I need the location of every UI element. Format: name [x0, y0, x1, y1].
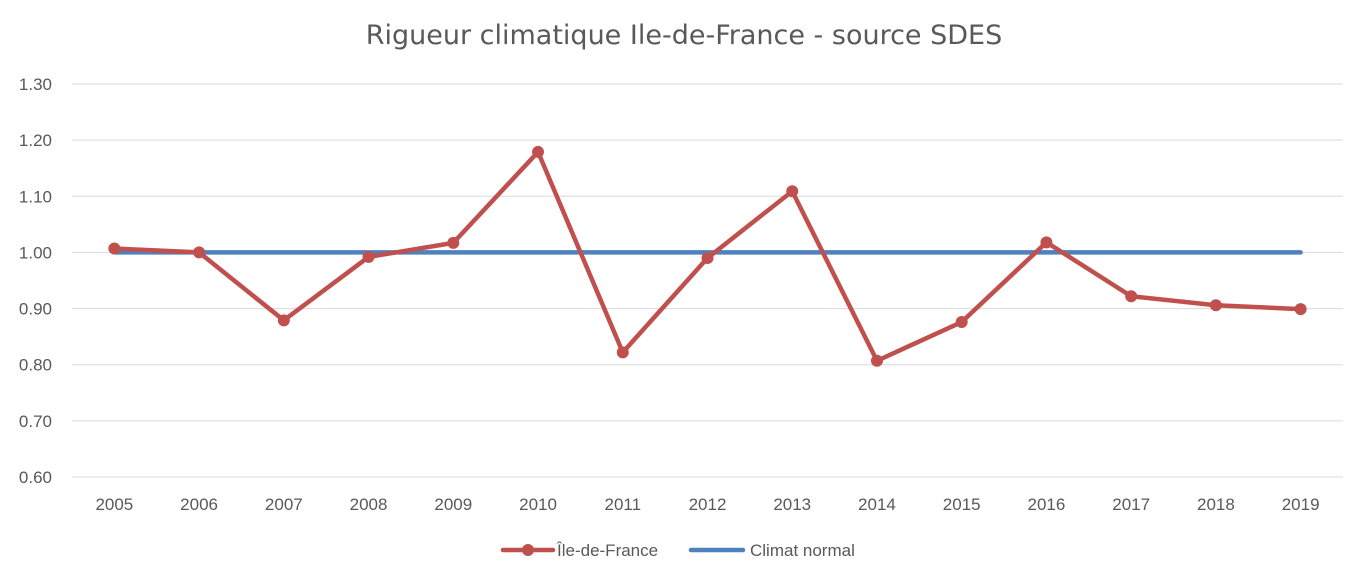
- x-tick-label: 2019: [1282, 495, 1320, 514]
- y-tick-label: 1.00: [19, 243, 52, 262]
- data-point: [1294, 303, 1307, 316]
- x-tick-label: 2011: [604, 495, 641, 514]
- series: [108, 145, 1307, 367]
- data-point: [532, 145, 545, 158]
- x-tick-label: 2008: [350, 495, 388, 514]
- data-point: [701, 252, 714, 265]
- x-tick-label: 2018: [1197, 495, 1235, 514]
- x-tick-label: 2009: [434, 495, 472, 514]
- legend: Île-de-France Climat normal: [500, 541, 855, 560]
- data-point: [616, 346, 629, 359]
- legend-label: Climat normal: [750, 541, 855, 560]
- gridlines: [72, 83, 1343, 478]
- x-tick-label: 2007: [265, 495, 303, 514]
- x-axis-ticks: 2005 2006 2007 2008 2009 2010 2011 2012 2013 2014…: [95, 495, 1319, 514]
- y-tick-label: 1.10: [19, 187, 52, 206]
- x-tick-label: 2015: [943, 495, 981, 514]
- y-tick-label: 0.90: [19, 300, 52, 319]
- y-tick-label: 0.60: [19, 468, 52, 487]
- x-tick-label: 2017: [1112, 495, 1150, 514]
- data-point: [870, 354, 883, 367]
- x-tick-label: 2005: [95, 495, 133, 514]
- data-point: [447, 236, 460, 249]
- legend-label: Île-de-France: [556, 541, 658, 560]
- y-axis-ticks: 0.60 0.70 0.80 0.90 1.00 1.10 1.20 1.30: [19, 75, 52, 487]
- x-tick-label: 2006: [180, 495, 218, 514]
- x-tick-label: 2012: [689, 495, 727, 514]
- data-point: [786, 185, 799, 198]
- data-point: [108, 242, 121, 255]
- x-tick-label: 2014: [858, 495, 896, 514]
- y-tick-label: 1.20: [19, 131, 52, 150]
- data-point: [193, 246, 206, 259]
- legend-swatch-marker: [522, 544, 534, 556]
- data-point: [362, 250, 375, 263]
- x-tick-label: 2013: [773, 495, 811, 514]
- data-point: [277, 314, 290, 327]
- data-point: [1209, 299, 1222, 312]
- y-tick-label: 0.70: [19, 412, 52, 431]
- y-tick-label: 0.80: [19, 356, 52, 375]
- data-point: [1125, 290, 1138, 303]
- data-point: [955, 316, 968, 329]
- x-tick-label: 2016: [1028, 495, 1066, 514]
- y-tick-label: 1.30: [19, 75, 52, 94]
- chart-title: Rigueur climatique Ile-de-France - sourc…: [366, 20, 1003, 51]
- data-point: [1040, 236, 1053, 249]
- x-tick-label: 2010: [519, 495, 557, 514]
